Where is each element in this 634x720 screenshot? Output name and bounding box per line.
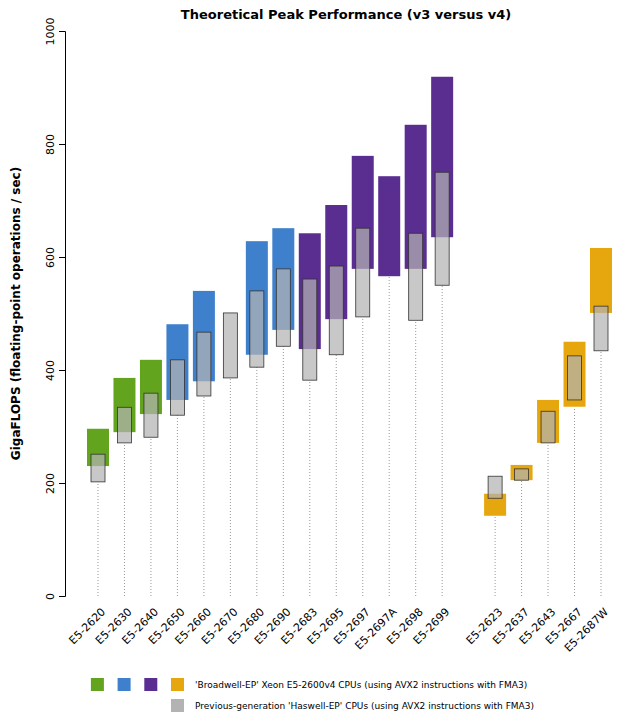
range-bar: [511, 465, 533, 480]
range-bar: [250, 291, 264, 367]
range-bar: [144, 393, 158, 437]
y-tick: 200: [44, 473, 65, 494]
series-1: [91, 172, 608, 498]
range-bar: [515, 469, 529, 480]
chart: Theoretical Peak Performance (v3 versus …: [0, 0, 634, 720]
series-0: [87, 77, 612, 516]
y-tick-mark: [59, 370, 65, 371]
range-bar: [435, 172, 449, 285]
y-axis-title: GigaFLOPS (floating-point operations / s…: [9, 167, 23, 460]
range-bar: [568, 356, 582, 400]
y-tick: 800: [44, 134, 65, 155]
y-axis-line: [59, 32, 66, 597]
drop-line: [495, 516, 496, 596]
y-tick-mark: [59, 31, 65, 32]
legend-swatch: [91, 678, 104, 691]
range-bar: [223, 313, 237, 378]
y-tick-label: 600: [44, 247, 57, 268]
y-tick-mark: [59, 483, 65, 484]
x-axis: E5-2620E5-2630E5-2640E5-2650E5-2660E5-26…: [67, 605, 612, 655]
range-bar: [276, 269, 290, 346]
drop-line: [177, 415, 178, 596]
range-bar: [590, 248, 612, 313]
legend-swatch: [171, 678, 184, 691]
x-tick: E5-2687W: [562, 605, 611, 654]
range-bar: [91, 454, 105, 482]
drop-line: [415, 320, 416, 596]
drop-line: [283, 346, 284, 596]
range-bar: [409, 233, 423, 320]
y-tick-label: 0: [44, 593, 57, 600]
drop-line: [124, 443, 125, 596]
range-bar: [537, 400, 559, 443]
drop-line: [336, 355, 337, 596]
title: Theoretical Peak Performance (v3 versus …: [181, 7, 511, 22]
y-tick: 1000: [44, 18, 65, 46]
drop-line: [362, 317, 363, 596]
range-bar: [197, 332, 211, 396]
range-bar: [170, 360, 184, 415]
range-bar: [356, 228, 370, 317]
y-tick-label: 200: [44, 473, 57, 494]
y-tick-mark: [59, 596, 65, 597]
drop-line: [256, 367, 257, 596]
drop-line: [150, 437, 151, 596]
drop-line: [230, 378, 231, 596]
plot-area: [87, 77, 612, 516]
range-bar: [541, 411, 555, 443]
drop-line: [98, 482, 99, 596]
drop-line: [548, 443, 549, 596]
range-bar: [564, 342, 586, 407]
x-tick-label: E5-2699: [411, 605, 453, 647]
range-bar: [303, 279, 317, 380]
y-tick-label: 400: [44, 360, 57, 381]
y-tick: 600: [44, 247, 65, 268]
legend-swatch: [144, 678, 157, 691]
y-tick-mark: [59, 257, 65, 258]
legend-label: Previous-generation 'Haswell-EP' CPUs (u…: [195, 701, 534, 711]
y-tick-mark: [59, 144, 65, 145]
y-tick: 0: [44, 593, 65, 600]
drop-line: [203, 396, 204, 596]
legend-swatch: [118, 678, 131, 691]
y-tick: 400: [44, 360, 65, 381]
legend-swatch: [171, 699, 184, 712]
legend-label: 'Broadwell-EP' Xeon E5-2600v4 CPUs (usin…: [195, 680, 527, 690]
drop-line: [442, 285, 443, 596]
y-tick-label: 1000: [44, 18, 57, 46]
range-bar: [378, 176, 400, 276]
range-bar: [488, 476, 502, 498]
range-bar: [117, 407, 131, 443]
drop-line: [389, 276, 390, 596]
x-tick: E5-2699: [411, 605, 453, 647]
drop-lines: [98, 276, 601, 596]
drop-line: [574, 407, 575, 596]
range-bar: [594, 306, 608, 351]
drop-line: [521, 480, 522, 596]
drop-line: [601, 351, 602, 596]
y-tick-label: 800: [44, 134, 57, 155]
x-tick-label: E5-2687W: [562, 605, 611, 654]
drop-line: [309, 380, 310, 596]
range-bar: [329, 266, 343, 355]
y-axis: 0 200 400 600 800 1000: [44, 18, 66, 601]
legend: 'Broadwell-EP' Xeon E5-2600v4 CPUs (usin…: [91, 678, 534, 712]
